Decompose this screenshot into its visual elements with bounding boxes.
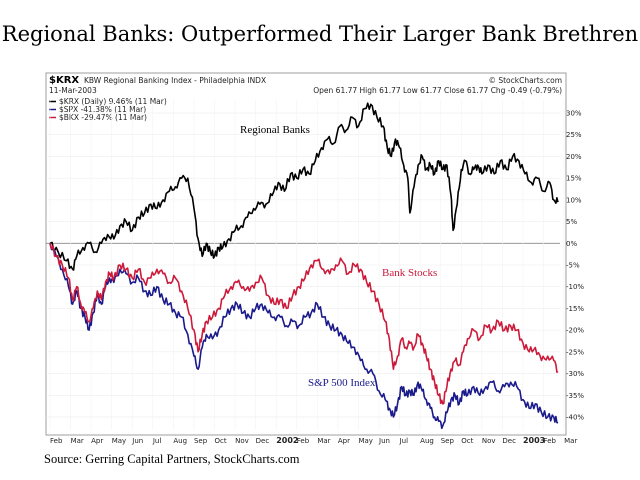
x-tick-label-5: Jul (152, 437, 162, 445)
x-tick-label-8: Oct (215, 437, 227, 445)
chart-date: 11-Mar-2003 (49, 86, 97, 95)
x-tick-label-17: Jul (399, 437, 409, 445)
chart-ohlc: Open 61.77 High 61.77 Low 61.77 Close 61… (313, 86, 562, 95)
legend-entry-1: $SPX -41.38% (11 Mar) (59, 105, 146, 114)
x-tick-label-16: Jun (378, 437, 390, 445)
grid (46, 100, 565, 430)
y-tick-label-3: 15% (566, 175, 582, 183)
x-axis-ticks: Feb Mar Apr May Jun Jul Aug Sep Oct Nov Dec 2002Feb… (50, 436, 577, 445)
x-tick-label-18: Aug (420, 437, 434, 445)
annotation-bank-stocks: Bank Stocks (382, 267, 437, 279)
legend-entry-2: $BKX -29.47% (11 Mar) (59, 113, 147, 122)
x-tick-label-23: 2003 (523, 436, 545, 445)
y-axis-ticks: 30% 25% 20% 15% 10% 5% 0% -5% -10% -15% -20% -25% -3… (566, 110, 584, 422)
x-tick-label-20: Oct (461, 437, 473, 445)
x-tick-label-13: Mar (317, 437, 330, 445)
y-tick-label-1: 25% (566, 131, 582, 139)
series-line-bkx (49, 243, 559, 405)
annotation-regional-banks: Regional Banks (240, 124, 310, 136)
series-line-krx (49, 102, 559, 271)
y-tick-label-4: 10% (566, 196, 582, 204)
y-tick-label-10: -20% (566, 327, 584, 335)
x-tick-label-15: May (358, 437, 372, 445)
y-tick-label-6: 0% (566, 240, 577, 248)
x-tick-label-21: Nov (482, 437, 496, 445)
x-tick-label-11: 2002 (276, 436, 298, 445)
legend-entry-0: $KRX (Daily) 9.46% (11 Mar) (59, 97, 167, 106)
y-tick-label-2: 20% (566, 153, 582, 161)
x-tick-label-19: Sep (441, 437, 455, 445)
x-tick-label-22: Dec (502, 437, 516, 445)
page-title: Regional Banks: Outperformed Their Large… (1, 22, 639, 46)
x-tick-label-14: Apr (338, 437, 350, 445)
chart-brand: © StockCharts.com (488, 76, 562, 85)
chart-description: KBW Regional Banking Index - Philadelphi… (84, 76, 266, 85)
annotation-sp500: S&P 500 Index (308, 377, 376, 389)
x-tick-label-25: Mar (564, 437, 577, 445)
chart-frame (45, 72, 567, 436)
y-tick-label-12: -30% (566, 370, 584, 378)
x-tick-label-1: Mar (71, 437, 84, 445)
series-lines (49, 102, 559, 430)
x-tick-label-24: Feb (544, 437, 557, 445)
y-tick-label-5: 5% (566, 218, 577, 226)
y-tick-label-0: 30% (566, 110, 582, 118)
y-tick-label-8: -10% (566, 283, 584, 291)
x-tick-label-0: Feb (50, 437, 63, 445)
y-tick-label-7: -5% (566, 262, 580, 270)
x-tick-label-6: Aug (173, 437, 187, 445)
x-tick-label-2: Apr (91, 437, 103, 445)
y-tick-label-14: -40% (566, 413, 584, 421)
x-tick-label-9: Nov (235, 437, 249, 445)
x-tick-label-12: Feb (297, 437, 310, 445)
chart-symbol: $KRX (49, 75, 79, 86)
x-tick-label-7: Sep (194, 437, 208, 445)
y-tick-label-13: -35% (566, 392, 584, 400)
source-note: Source: Gerring Capital Partners, StockC… (44, 452, 300, 466)
y-tick-label-9: -15% (566, 305, 584, 313)
x-tick-label-10: Dec (256, 437, 270, 445)
x-tick-label-4: Jun (131, 437, 143, 445)
y-tick-label-11: -25% (566, 348, 584, 356)
x-tick-label-3: May (112, 437, 126, 445)
